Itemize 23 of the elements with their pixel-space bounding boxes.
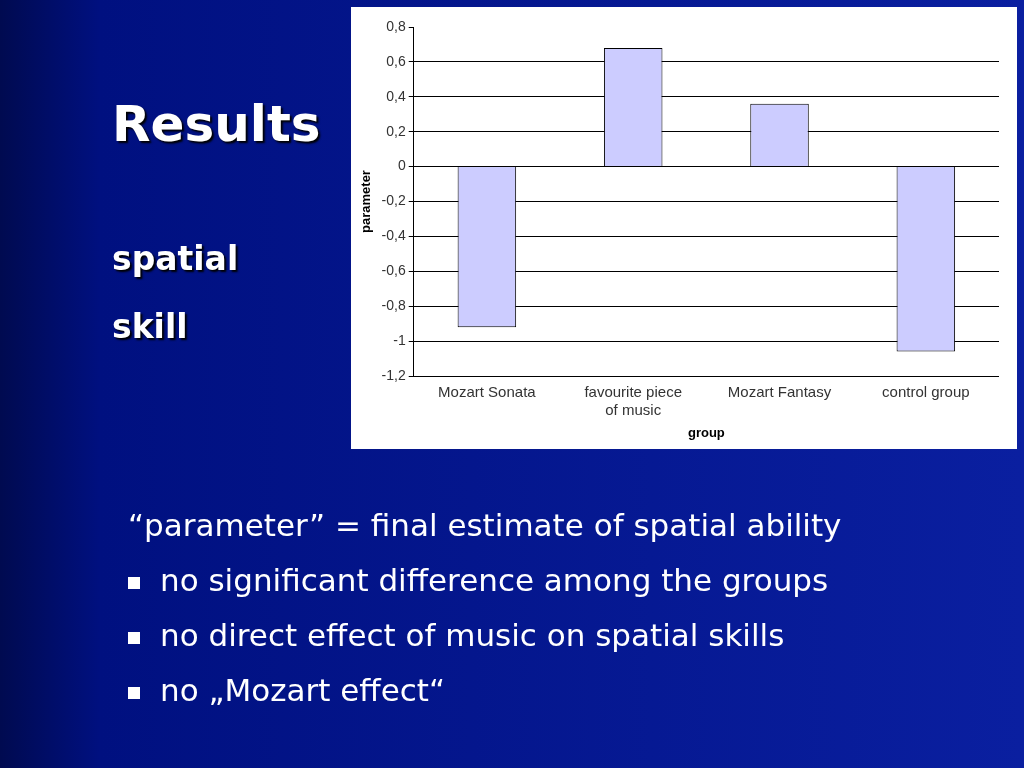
y-tick-label: -0,8 xyxy=(381,297,406,314)
x-axis-title: group xyxy=(687,425,725,440)
text: “parameter” = final estimate of spatial ability xyxy=(128,507,842,543)
text: Results xyxy=(112,95,321,153)
text: no direct effect of music on spatial skills xyxy=(160,617,785,653)
x-tick-label: favourite piece of music xyxy=(584,383,682,419)
y-tick-label: 0,4 xyxy=(386,87,406,104)
text: no „Mozart effect“ xyxy=(160,672,446,708)
x-tick-label: Mozart Fantasy xyxy=(727,383,832,401)
y-tick-label: -0,4 xyxy=(381,227,406,244)
y-axis-title: parameter xyxy=(358,170,374,233)
y-tick-label: 0,6 xyxy=(386,52,406,69)
text: spatial skill xyxy=(112,238,240,348)
text: no significant difference among the groups xyxy=(160,562,829,598)
y-tick-label: -1 xyxy=(393,331,406,348)
y-tick-label: -0,6 xyxy=(381,262,406,279)
y-tick-label: -1,2 xyxy=(381,366,406,383)
y-tick-label: -0,2 xyxy=(381,192,406,209)
x-tick-label: control group xyxy=(882,383,970,401)
y-tick-label: 0,8 xyxy=(386,17,406,34)
y-tick-label: 0 xyxy=(397,157,406,174)
x-tick-label: Mozart Sonata xyxy=(438,383,537,401)
y-tick-label: 0,2 xyxy=(386,122,406,139)
